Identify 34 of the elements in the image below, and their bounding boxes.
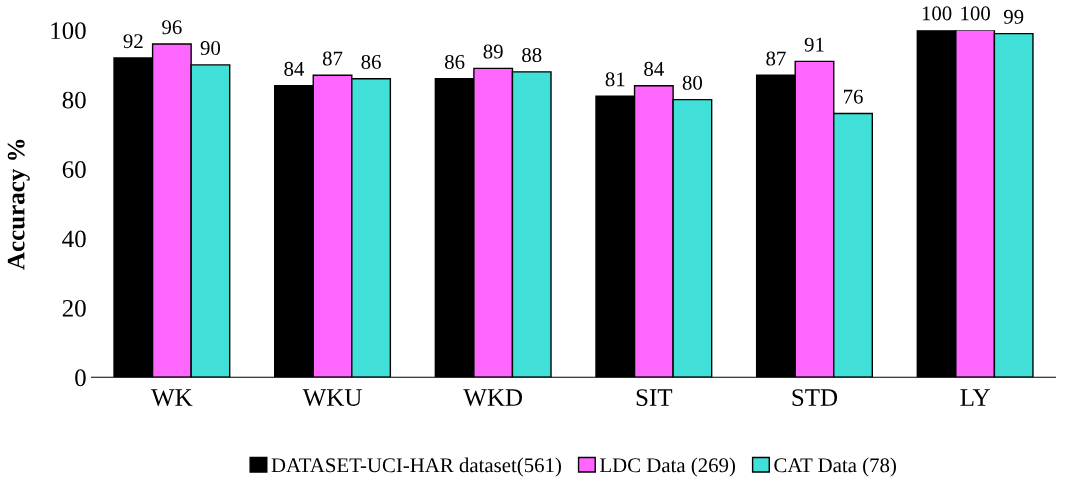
- data-label: 76: [843, 89, 863, 104]
- data-label: 87: [322, 51, 343, 66]
- legend-label: LDC Data (269): [599, 457, 736, 477]
- data-label: 87: [766, 51, 786, 66]
- data-label: 81: [605, 72, 625, 87]
- data-label: 96: [162, 20, 182, 35]
- x-tick-label: WKU: [302, 389, 362, 407]
- x-tick-label: WKD: [463, 389, 523, 407]
- legend-label: DATASET-UCI-HAR dataset(561): [271, 457, 561, 477]
- x-tick-label: WK: [151, 389, 193, 407]
- x-tick-label: LY: [960, 389, 990, 406]
- y-axis-title: Accuracy %: [7, 139, 30, 270]
- data-label: 86: [445, 54, 465, 69]
- data-label: 88: [522, 47, 542, 63]
- legend-label: CAT Data (78): [774, 457, 896, 477]
- y-tick-label: 80: [62, 91, 86, 109]
- y-tick-label: 20: [62, 299, 86, 317]
- data-label: 84: [644, 61, 664, 76]
- data-label: 91: [804, 37, 824, 52]
- data-label: 92: [123, 34, 143, 49]
- data-label: 80: [682, 75, 703, 90]
- data-label: 86: [361, 54, 381, 69]
- x-tick-label: SIT: [636, 389, 673, 406]
- data-label: 89: [483, 44, 503, 59]
- data-label: 90: [200, 41, 221, 56]
- y-tick-label: 60: [62, 161, 86, 178]
- data-label: 99: [1003, 9, 1024, 24]
- data-label: 84: [284, 61, 305, 76]
- data-label: 100: [961, 6, 990, 21]
- x-tick-label: STD: [792, 389, 838, 406]
- y-tick-label: 0: [75, 369, 86, 387]
- y-tick-label: 100: [51, 22, 86, 40]
- data-label: 100: [922, 6, 952, 21]
- y-tick-label: 40: [62, 230, 86, 248]
